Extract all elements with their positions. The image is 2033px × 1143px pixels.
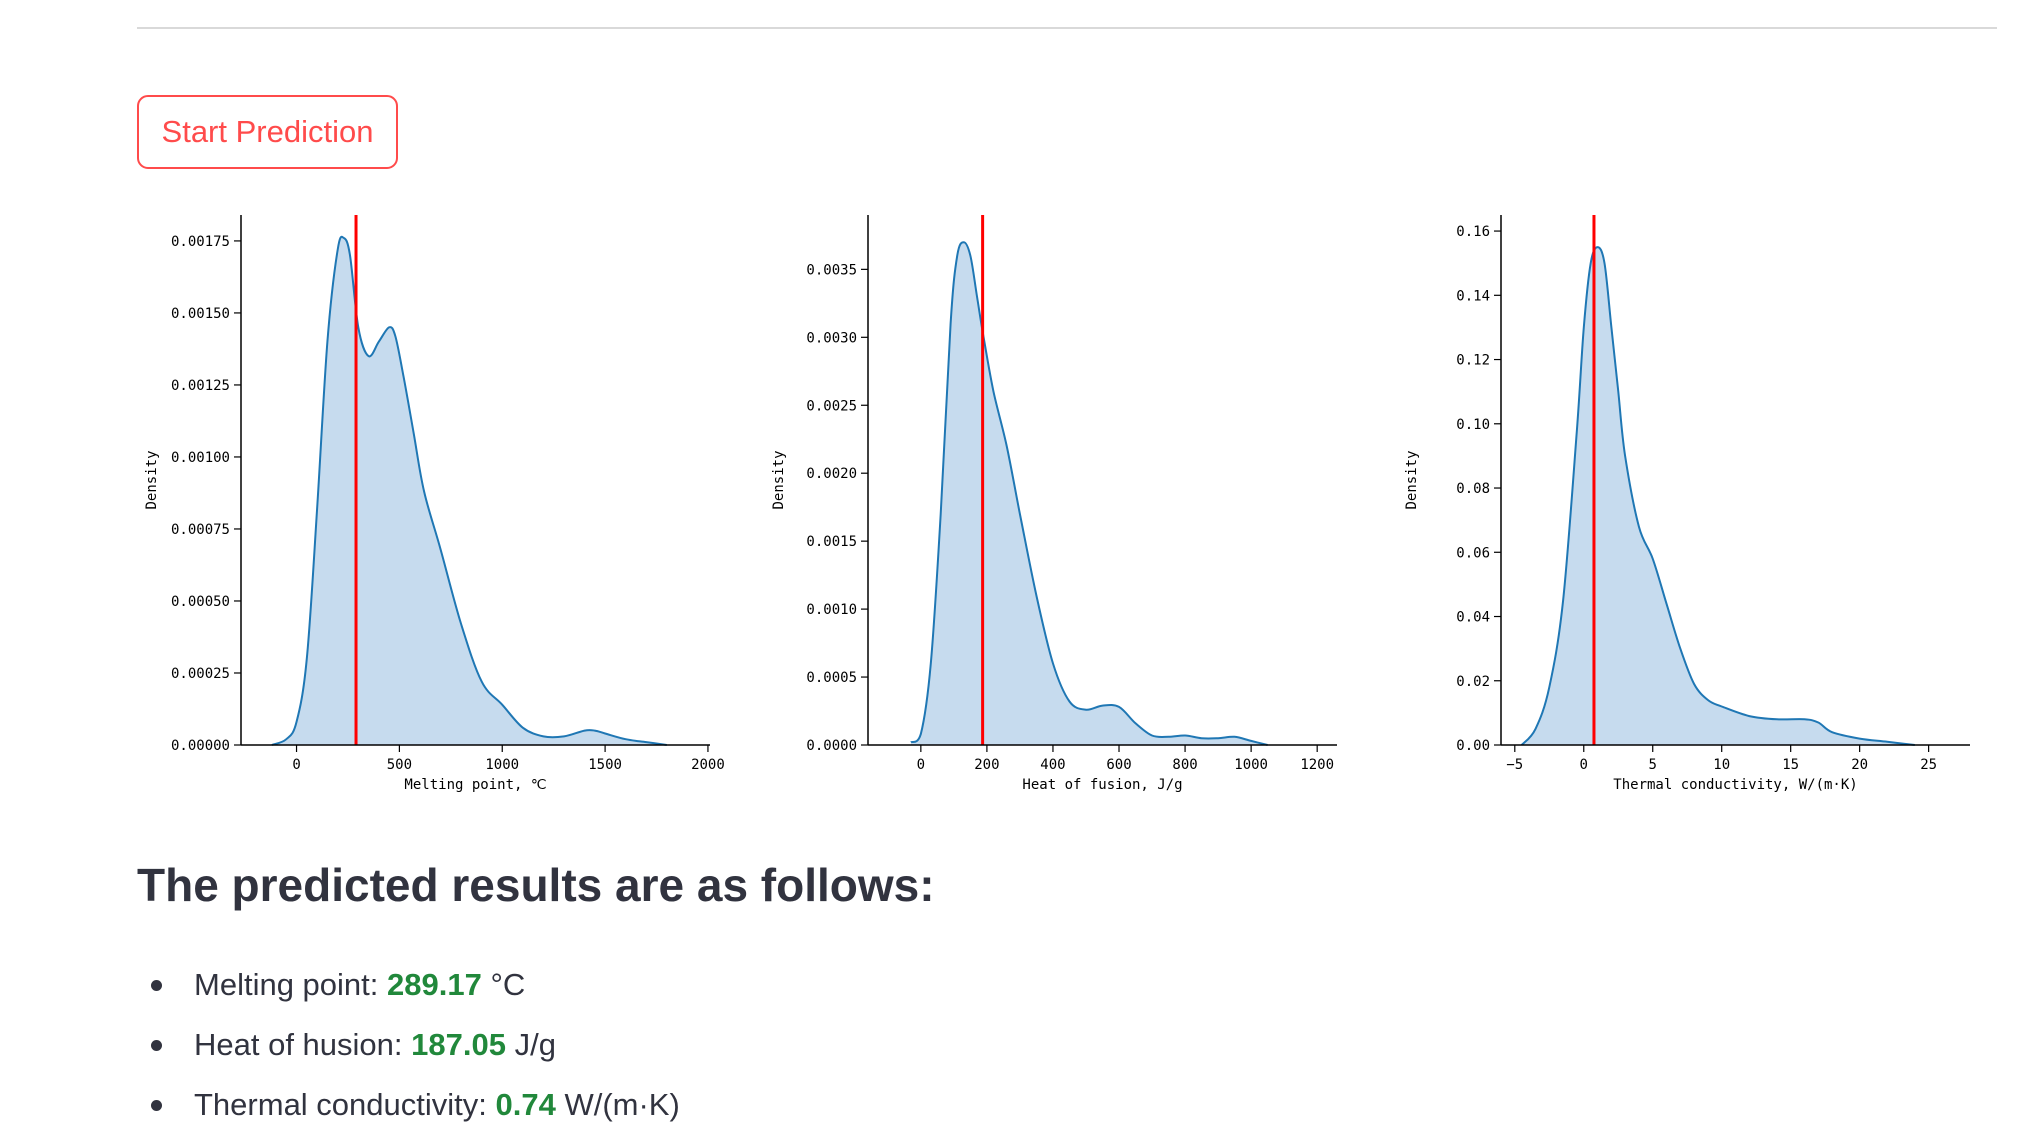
y-tick-label: 0.0020 bbox=[806, 466, 857, 482]
y-tick-label: 0.0015 bbox=[806, 534, 857, 550]
y-tick-label: 0.12 bbox=[1456, 353, 1490, 369]
y-tick-label: 0.00075 bbox=[171, 522, 230, 538]
heat-of-fusion-density-svg: 0 200 400 600 800 1000 1200 0.0000 0.0005 0.0010 0… bbox=[771, 215, 1337, 793]
x-tick-label: 15 bbox=[1782, 757, 1799, 773]
y-tick-label: 0.10 bbox=[1456, 417, 1490, 433]
x-tick-label: 1500 bbox=[588, 757, 622, 773]
y-tick-label: 0.0005 bbox=[806, 670, 857, 686]
y-tick-label: 0.02 bbox=[1456, 674, 1490, 690]
start-prediction-button[interactable]: Start Prediction bbox=[137, 95, 398, 169]
x-tick-label: 25 bbox=[1920, 757, 1937, 773]
top-divider bbox=[137, 27, 1997, 29]
heat-of-fusion-density-chart: 0 200 400 600 800 1000 1200 0.0000 0.0005 0.0010 0… bbox=[757, 200, 1397, 810]
y-tick-label: 0.00025 bbox=[171, 666, 230, 682]
y-tick-label: 0.08 bbox=[1456, 481, 1490, 497]
y-axis-label: Density bbox=[771, 450, 787, 509]
x-tick-label: 400 bbox=[1040, 757, 1065, 773]
x-tick-label: 0 bbox=[917, 757, 925, 773]
y-tick-label: 0.00050 bbox=[171, 594, 230, 610]
x-tick-label: 1200 bbox=[1300, 757, 1334, 773]
x-axis-label: Heat of fusion, J/g bbox=[1022, 777, 1182, 793]
result-label: Thermal conductivity: bbox=[194, 1087, 496, 1122]
density-area bbox=[1521, 247, 1915, 745]
y-tick-label: 0.00150 bbox=[171, 306, 230, 322]
result-thermal-conductivity: Thermal conductivity: 0.74 W/(m·K) bbox=[137, 1075, 680, 1135]
bullet-icon bbox=[151, 980, 162, 991]
x-tick-label: 200 bbox=[974, 757, 999, 773]
y-tick-label: 0.14 bbox=[1456, 288, 1490, 304]
x-tick-label: 0 bbox=[292, 757, 300, 773]
x-tick-label: 20 bbox=[1851, 757, 1868, 773]
y-tick-label: 0.00 bbox=[1456, 738, 1490, 754]
y-tick-label: 0.0010 bbox=[806, 602, 857, 618]
x-tick-label: 5 bbox=[1649, 757, 1657, 773]
results-title: The predicted results are as follows: bbox=[137, 859, 935, 911]
thermal-conductivity-density-chart: −5 0 5 10 15 20 25 0.00 0.02 0.04 0.06 0.08 0.10 0.12… bbox=[1390, 200, 2030, 810]
x-tick-label: 2000 bbox=[691, 757, 725, 773]
melting-point-density-chart: 0 500 1000 1500 2000 0.00000 0.00025 0.00050 0.0… bbox=[130, 200, 770, 810]
density-curve bbox=[910, 241, 1268, 746]
result-unit: J/g bbox=[505, 1027, 556, 1062]
results-list: Melting point: 289.17 °C Heat of husion:… bbox=[137, 955, 680, 1135]
result-heat-of-fusion: Heat of husion: 187.05 J/g bbox=[137, 1015, 680, 1075]
x-axis-label: Melting point, ℃ bbox=[404, 777, 546, 793]
x-tick-label: 800 bbox=[1172, 757, 1197, 773]
thermal-conductivity-density-svg: −5 0 5 10 15 20 25 0.00 0.02 0.04 0.06 0.08 0.10 0.12… bbox=[1404, 215, 1970, 793]
melting-point-density-svg: 0 500 1000 1500 2000 0.00000 0.00025 0.00050 0.0… bbox=[144, 215, 725, 793]
result-value: 289.17 bbox=[387, 967, 482, 1002]
x-tick-label: 1000 bbox=[1234, 757, 1268, 773]
result-unit: W/(m·K) bbox=[555, 1087, 680, 1122]
density-curve bbox=[271, 235, 667, 746]
y-tick-label: 0.00175 bbox=[171, 234, 230, 250]
x-tick-label: 600 bbox=[1106, 757, 1131, 773]
y-tick-label: 0.0025 bbox=[806, 398, 857, 414]
density-area bbox=[910, 242, 1268, 745]
x-axis-label: Thermal conductivity, W/(m·K) bbox=[1613, 777, 1857, 793]
y-axis-label: Density bbox=[144, 450, 160, 509]
y-tick-label: 0.06 bbox=[1456, 545, 1490, 561]
result-value: 0.74 bbox=[495, 1087, 556, 1122]
y-tick-label: 0.0000 bbox=[806, 738, 857, 754]
result-label: Melting point: bbox=[194, 967, 387, 1002]
y-tick-label: 0.00125 bbox=[171, 378, 230, 394]
result-value: 187.05 bbox=[411, 1027, 506, 1062]
x-tick-label: −5 bbox=[1506, 757, 1523, 773]
y-tick-label: 0.04 bbox=[1456, 610, 1490, 626]
x-tick-label: 500 bbox=[387, 757, 412, 773]
y-tick-label: 0.00100 bbox=[171, 450, 230, 466]
y-tick-label: 0.00000 bbox=[171, 738, 230, 754]
density-area bbox=[271, 236, 667, 745]
result-label: Heat of husion: bbox=[194, 1027, 412, 1062]
x-tick-label: 0 bbox=[1580, 757, 1588, 773]
density-curve bbox=[1520, 246, 1915, 746]
x-tick-label: 10 bbox=[1713, 757, 1730, 773]
result-unit: °C bbox=[481, 967, 526, 1002]
y-tick-label: 0.16 bbox=[1456, 224, 1490, 240]
y-tick-label: 0.0035 bbox=[806, 262, 857, 278]
y-axis-label: Density bbox=[1404, 450, 1420, 509]
result-melting-point: Melting point: 289.17 °C bbox=[137, 955, 680, 1015]
bullet-icon bbox=[151, 1100, 162, 1111]
x-tick-label: 1000 bbox=[485, 757, 519, 773]
y-tick-label: 0.0030 bbox=[806, 330, 857, 346]
bullet-icon bbox=[151, 1040, 162, 1051]
